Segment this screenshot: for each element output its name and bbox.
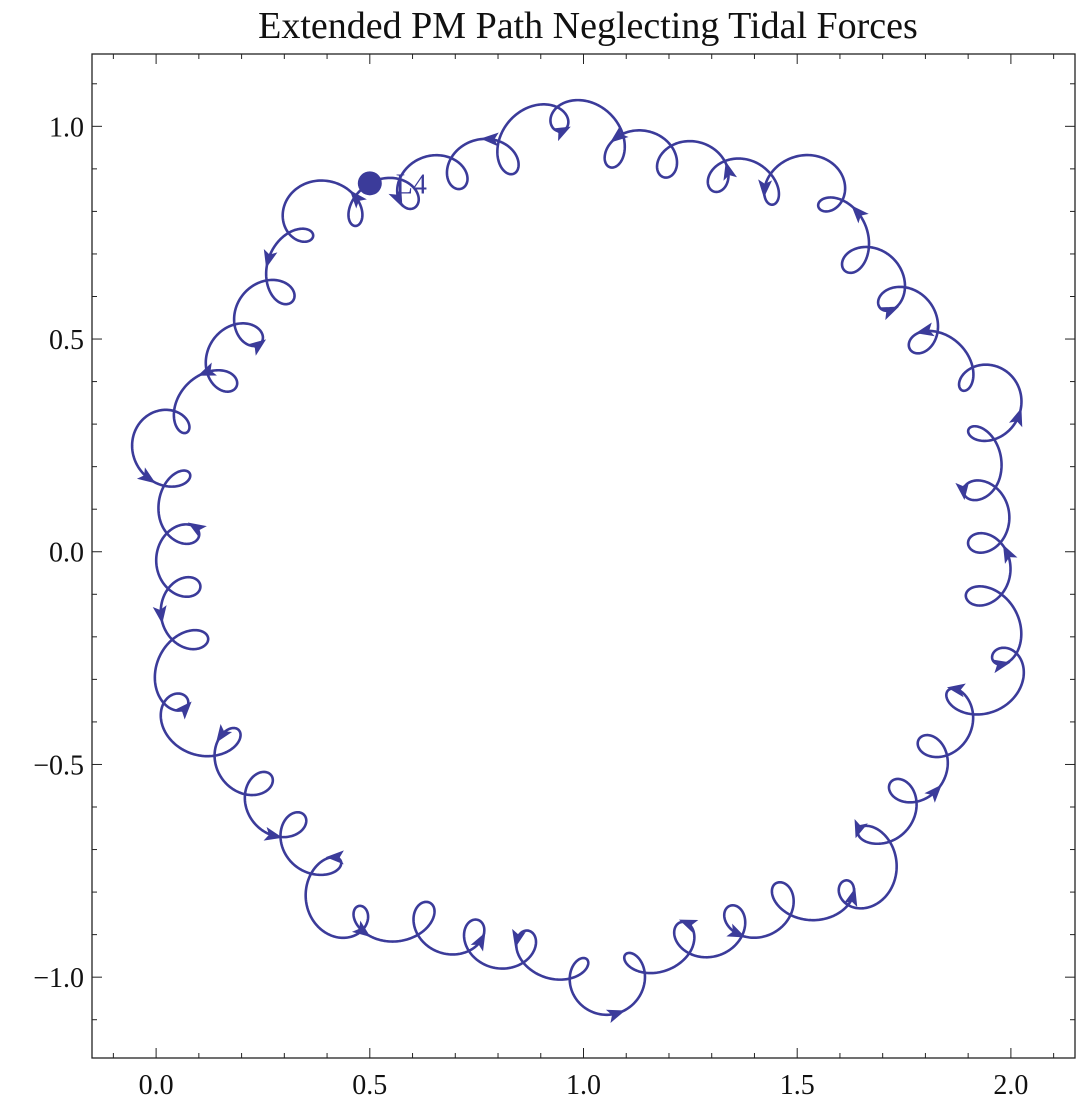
direction-arrow [247, 339, 267, 356]
plot-frame [91, 53, 1076, 1059]
direction-arrow [843, 887, 858, 908]
direction-arrow [197, 362, 217, 376]
direction-arrow [726, 923, 746, 938]
x-tick-label: 1.0 [566, 1070, 601, 1101]
direction-arrow [152, 605, 167, 624]
direction-arrows [136, 125, 1023, 1023]
axis-tick-labels: 0.0 0.5 1.0 1.5 2.0 1.0 0.5 0.0 −0.5 −1.0 [33, 112, 1028, 1101]
y-tick-label: 0.0 [49, 538, 84, 569]
direction-arrow [349, 190, 367, 209]
direction-arrow [325, 850, 344, 865]
direction-arrow [216, 724, 233, 743]
direction-arrow [136, 467, 156, 484]
l4-marker [357, 171, 382, 196]
direction-arrow [187, 522, 207, 538]
direction-arrow [879, 306, 900, 321]
direction-arrow [480, 132, 499, 147]
direction-arrow [263, 826, 283, 841]
y-tick-label: 0.5 [49, 325, 84, 356]
direction-arrow [678, 919, 699, 933]
direction-arrow [851, 205, 869, 224]
direction-arrow [915, 322, 935, 337]
x-tick-label: 0.0 [139, 1070, 174, 1101]
y-tick-label: 1.0 [49, 112, 84, 143]
annotations: L4 [357, 169, 427, 200]
direction-arrow [924, 784, 942, 803]
direction-arrow [605, 1009, 626, 1023]
axis-ticks [92, 54, 1075, 1058]
direction-arrow [470, 932, 486, 952]
trajectory [130, 98, 1026, 1017]
direction-arrow [991, 659, 1011, 674]
direction-arrow [610, 125, 629, 143]
x-tick-label: 1.5 [780, 1070, 815, 1101]
direction-arrow [758, 179, 773, 198]
x-tick-label: 0.5 [352, 1070, 387, 1101]
direction-arrow [946, 683, 966, 698]
direction-arrow [388, 188, 403, 208]
y-tick-label: −0.5 [33, 750, 84, 781]
l4-label: L4 [396, 169, 427, 200]
direction-arrow [174, 701, 192, 720]
chart-title: Extended PM Path Neglecting Tidal Forces [258, 5, 918, 47]
direction-arrow [512, 928, 526, 948]
direction-arrow [263, 248, 278, 269]
direction-arrow [955, 481, 970, 500]
direction-arrow [351, 920, 371, 938]
direction-arrow [723, 161, 738, 181]
direction-arrow [551, 126, 571, 142]
x-tick-label: 2.0 [993, 1070, 1028, 1101]
direction-arrow [1009, 407, 1023, 428]
direction-arrow [1003, 544, 1018, 564]
y-tick-label: −1.0 [33, 963, 84, 994]
direction-arrow [854, 819, 868, 839]
trajectory-line [130, 98, 1026, 1017]
